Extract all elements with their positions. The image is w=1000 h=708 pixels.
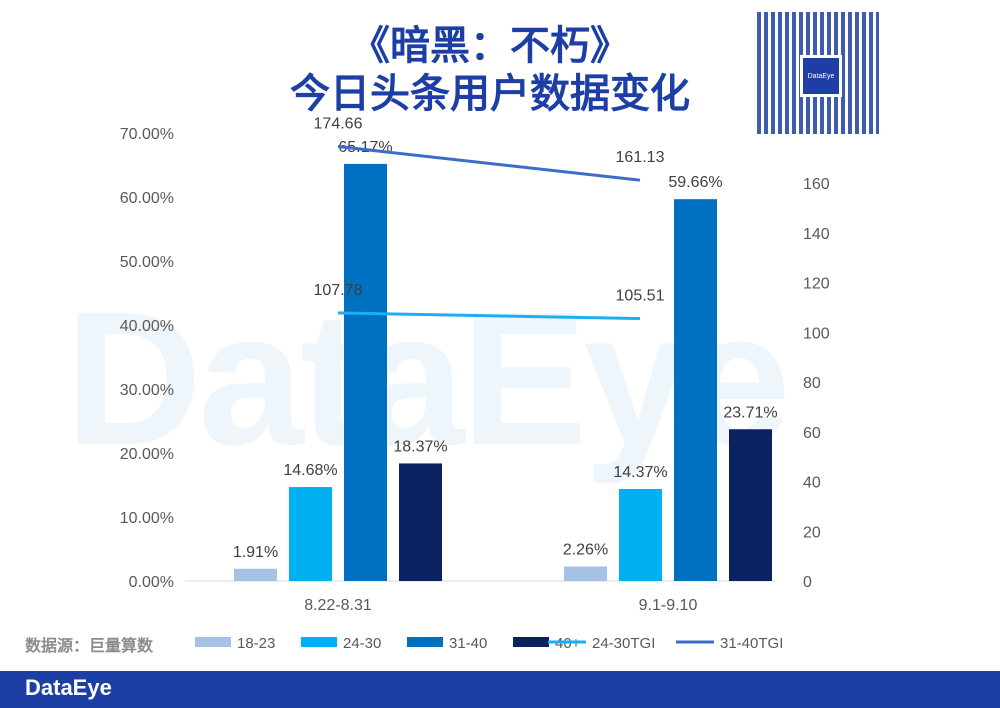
left-axis-tick: 70.00% <box>120 126 174 143</box>
x-axis-tick: 8.22-8.31 <box>304 597 372 614</box>
left-axis-tick: 50.00% <box>120 254 174 271</box>
bar-label: 1.91% <box>233 544 278 561</box>
bar-label: 23.71% <box>723 404 777 421</box>
right-axis-tick: 80 <box>803 375 821 392</box>
legend-label: 31-40TGI <box>720 635 783 652</box>
left-axis-tick: 10.00% <box>120 510 174 527</box>
left-axis-tick: 0.00% <box>129 574 174 591</box>
line-label: 174.66 <box>314 116 363 133</box>
footer-logo: DataEye <box>25 675 112 700</box>
left-axis-tick: 60.00% <box>120 190 174 207</box>
legend-swatch <box>513 637 549 647</box>
line-label: 107.78 <box>314 282 363 299</box>
line-label: 161.13 <box>616 149 665 166</box>
right-axis-tick: 60 <box>803 425 821 442</box>
bar-label: 2.26% <box>563 542 608 559</box>
bar-label: 14.37% <box>613 464 667 481</box>
left-axis-tick: 30.00% <box>120 382 174 399</box>
footer-bar: DataEye <box>0 671 1000 708</box>
line-24-30TGI <box>337 311 641 321</box>
bar-24-30 <box>289 487 332 581</box>
legend-label: 24-30 <box>343 635 381 652</box>
title-line-2: 今日头条用户数据变化 <box>290 71 690 117</box>
legend-label: 24-30TGI <box>592 635 655 652</box>
line-31-40TGI <box>337 145 641 182</box>
x-axis-tick: 9.1-9.10 <box>639 597 698 614</box>
legend-swatch <box>301 637 337 647</box>
legend-swatch <box>407 637 443 647</box>
left-axis-tick: 20.00% <box>120 446 174 463</box>
left-axis-tick: 40.00% <box>120 318 174 335</box>
bar-24-30 <box>619 489 662 581</box>
line-label: 105.51 <box>616 288 665 305</box>
bar-label: 18.37% <box>393 438 447 455</box>
right-axis-tick: 0 <box>803 574 812 591</box>
watermark: DataEye <box>65 273 791 485</box>
bar-40+ <box>729 429 772 581</box>
bar-31-40 <box>344 163 387 582</box>
right-axis-tick: 20 <box>803 524 821 541</box>
right-axis-tick: 140 <box>803 226 830 243</box>
bar-18-23 <box>564 566 607 581</box>
bar-label: 14.68% <box>283 462 337 479</box>
data-source: 数据源：巨量算数 <box>25 636 154 655</box>
qr-logo: DataEye <box>800 55 842 97</box>
chart-title: 《暗黑：不朽》 今日头条用户数据变化 <box>200 22 780 118</box>
right-axis-tick: 100 <box>803 325 830 342</box>
right-axis-tick: 40 <box>803 475 821 492</box>
right-axis-tick: 120 <box>803 276 830 293</box>
bar-31-40 <box>674 199 717 581</box>
title-line-1: 《暗黑：不朽》 <box>350 23 630 69</box>
bar-40+ <box>399 463 442 581</box>
legend-label: 31-40 <box>449 635 487 652</box>
bar-18-23 <box>234 568 277 581</box>
legend-swatch <box>195 637 231 647</box>
legend-label: 18-23 <box>237 635 275 652</box>
bar-label: 59.66% <box>668 174 722 191</box>
right-axis-tick: 160 <box>803 176 830 193</box>
